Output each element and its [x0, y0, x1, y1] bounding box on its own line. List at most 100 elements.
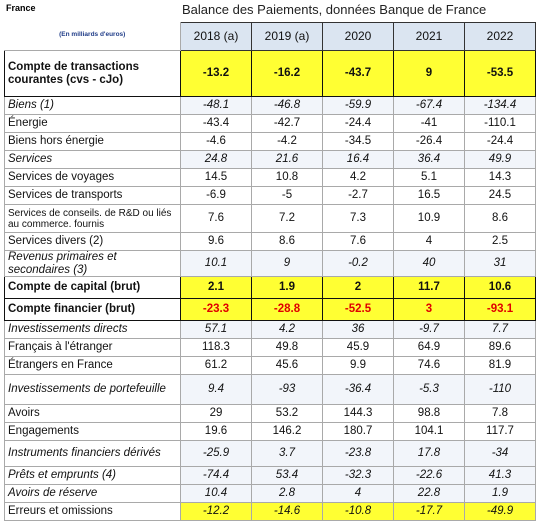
cell-value: 7.3: [322, 204, 394, 233]
cell-value: -12.2: [180, 502, 252, 522]
cell-value: 4: [393, 232, 465, 251]
row-label: Biens hors énergie: [4, 132, 181, 151]
row-label: Prêts et emprunts (4): [4, 466, 181, 486]
cell-value: 16.4: [322, 150, 394, 169]
cell-value: 9.4: [180, 374, 252, 406]
header-row: (En milliards d'euros) 2018 (a) 2019 (a) 2…: [4, 22, 536, 51]
cell-value: 1.9: [251, 276, 323, 300]
cell-value: -48.1: [180, 96, 252, 115]
cell-value: 7.8: [464, 404, 536, 424]
column-header: 2021: [393, 22, 465, 51]
cell-value: 4: [322, 484, 394, 504]
cell-value: 7.6: [180, 204, 252, 233]
column-header: 2018 (a): [180, 22, 252, 51]
cell-value: -24.4: [464, 132, 536, 151]
cell-value: -42.7: [251, 114, 323, 133]
cell-value: -52.5: [322, 298, 394, 322]
row-label: Étrangers en France: [4, 356, 181, 376]
cell-value: -23.8: [322, 440, 394, 468]
unit-label: (En milliards d'euros): [4, 22, 181, 51]
row-label: Revenus primaires et secondaires (3): [4, 249, 181, 278]
cell-value: -9.7: [393, 320, 465, 340]
cell-value: 49.8: [251, 338, 323, 358]
column-header: 2019 (a): [251, 22, 323, 51]
row-label: Avoirs: [4, 404, 181, 424]
cell-value: 5.1: [393, 168, 465, 187]
cell-value: 4.2: [251, 320, 323, 340]
cell-value: -43.7: [322, 50, 394, 97]
cell-value: -110.1: [464, 114, 536, 133]
row-label: Français à l'étranger: [4, 338, 181, 358]
cell-value: 16.5: [393, 186, 465, 205]
cell-value: 24.8: [180, 150, 252, 169]
cell-value: 45.9: [322, 338, 394, 358]
row-label: Investissements de portefeuille: [4, 374, 181, 406]
cell-value: -67.4: [393, 96, 465, 115]
column-header: 2022: [464, 22, 536, 51]
row-label: Énergie: [4, 114, 181, 133]
cell-value: 4.2: [322, 168, 394, 187]
cell-value: -10.8: [322, 502, 394, 522]
cell-value: -17.7: [393, 502, 465, 522]
cell-value: 36.4: [393, 150, 465, 169]
cell-value: 53.2: [251, 404, 323, 424]
cell-value: 10.1: [180, 249, 252, 278]
table-row: Compte de capital (brut) 2.1 1.9 2 11.7 10.6: [4, 276, 536, 300]
cell-value: 8.6: [464, 204, 536, 233]
cell-value: 10.8: [251, 168, 323, 187]
cell-value: 2: [322, 276, 394, 300]
table-row: Compte de transactions courantes (cvs - …: [4, 50, 536, 97]
table-row: Engagements 19.6 146.2 180.7 104.1 117.7: [4, 422, 536, 442]
cell-value: -32.3: [322, 466, 394, 486]
table-row: Biens (1) -48.1 -46.8 -59.9 -67.4 -134.4: [4, 96, 536, 115]
cell-value: -28.8: [251, 298, 323, 322]
row-label: Avoirs de réserve: [4, 484, 181, 504]
cell-value: 9.9: [322, 356, 394, 376]
cell-value: -46.8: [251, 96, 323, 115]
cell-value: -2.7: [322, 186, 394, 205]
cell-value: -53.5: [464, 50, 536, 97]
cell-value: 11.7: [393, 276, 465, 300]
cell-value: -41: [393, 114, 465, 133]
cell-value: -49.9: [464, 502, 536, 522]
cell-value: 89.6: [464, 338, 536, 358]
cell-value: -4.2: [251, 132, 323, 151]
cell-value: 41.3: [464, 466, 536, 486]
table-row: Erreurs et omissions -12.2 -14.6 -10.8 -17.7…: [4, 502, 536, 522]
cell-value: -22.6: [393, 466, 465, 486]
table-row: Avoirs 29 53.2 144.3 98.8 7.8: [4, 404, 536, 424]
cell-value: -26.4: [393, 132, 465, 151]
cell-value: -36.4: [322, 374, 394, 406]
row-label: Compte de capital (brut): [4, 276, 181, 300]
cell-value: -34.5: [322, 132, 394, 151]
cell-value: 31: [464, 249, 536, 278]
cell-value: 64.9: [393, 338, 465, 358]
cell-value: 3.7: [251, 440, 323, 468]
cell-value: -59.9: [322, 96, 394, 115]
row-label: Services: [4, 150, 181, 169]
table-row: Services de conseils. de R&D ou liés au …: [4, 204, 536, 233]
cell-value: 118.3: [180, 338, 252, 358]
cell-value: -34: [464, 440, 536, 468]
cell-value: 14.3: [464, 168, 536, 187]
cell-value: 74.6: [393, 356, 465, 376]
cell-value: 7.2: [251, 204, 323, 233]
row-label: Services de transports: [4, 186, 181, 205]
cell-value: 9: [251, 249, 323, 278]
cell-value: -25.9: [180, 440, 252, 468]
cell-value: -5.3: [393, 374, 465, 406]
row-label: Erreurs et omissions: [4, 502, 181, 522]
cell-value: 117.7: [464, 422, 536, 442]
cell-value: 2.1: [180, 276, 252, 300]
cell-value: 81.9: [464, 356, 536, 376]
table-row: Énergie -43.4 -42.7 -24.4 -41 -110.1: [4, 114, 536, 133]
cell-value: -0.2: [322, 249, 394, 278]
table-row: Services divers (2) 9.6 8.6 7.6 4 2.5: [4, 232, 536, 251]
row-label: Engagements: [4, 422, 181, 442]
cell-value: -74.4: [180, 466, 252, 486]
cell-value: -13.2: [180, 50, 252, 97]
cell-value: 17.8: [393, 440, 465, 468]
cell-value: 1.9: [464, 484, 536, 504]
row-label: Services divers (2): [4, 232, 181, 251]
